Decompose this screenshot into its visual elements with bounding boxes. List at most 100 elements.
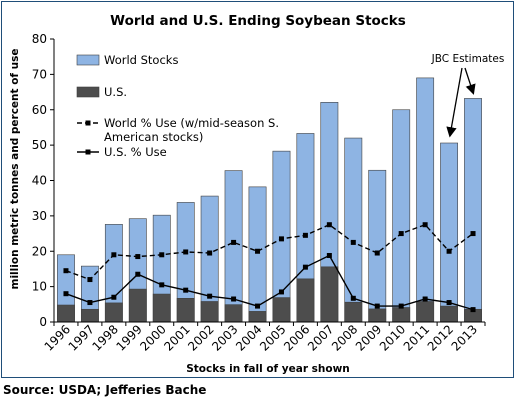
- us-stocks-bar-2011: [416, 301, 435, 323]
- world-pct-use-point-2005: [278, 236, 284, 242]
- us-pct-use-point-2007: [326, 252, 332, 258]
- us-pct-use-point-2006: [302, 264, 308, 270]
- us-stocks-bar-2012: [440, 305, 459, 323]
- us-stocks-bar-2000: [152, 293, 171, 323]
- world-pct-use-point-1996: [63, 268, 69, 274]
- us-stocks-bar-2002: [200, 301, 219, 323]
- legend-us-pct-marker: [85, 149, 91, 155]
- us-pct-use-point-2009: [374, 303, 380, 309]
- world-pct-use-point-2003: [231, 239, 237, 245]
- x-tick-label-2000: 2000: [137, 322, 168, 353]
- us-stocks-bar-2010: [392, 307, 411, 323]
- legend-world-pct-label: World % Use (w/mid-season S. American sto…: [104, 116, 279, 144]
- us-stocks-bar-2009: [368, 308, 387, 323]
- chart-frame: World and U.S. Ending Soybean Stocks 0 10…: [1, 1, 514, 378]
- us-stocks-bar-1996: [57, 304, 75, 323]
- us-stocks-bar-2006: [296, 278, 315, 323]
- us-pct-use-point-2001: [183, 287, 189, 293]
- world-pct-use-point-2008: [350, 239, 356, 245]
- us-pct-use-point-1996: [63, 291, 69, 297]
- x-tick-label-2007: 2007: [305, 322, 336, 353]
- world-pct-use-point-2002: [207, 250, 213, 256]
- x-tick-label-1997: 1997: [66, 322, 97, 353]
- us-stocks-bar-1997: [80, 308, 99, 323]
- legend-us-pct-label: U.S. % Use: [104, 145, 167, 159]
- x-tick-label-2012: 2012: [425, 322, 456, 353]
- x-tick-label-2002: 2002: [185, 322, 216, 353]
- x-tick-label-2009: 2009: [353, 322, 384, 353]
- world-pct-use-point-1998: [111, 252, 117, 258]
- jbc-arrow-2013: [464, 67, 476, 95]
- world-pct-use-point-1997: [87, 277, 93, 283]
- x-axis-label: Stocks in fall of year shown: [186, 363, 350, 375]
- chart: World and U.S. Ending Soybean Stocks 0 10…: [9, 13, 505, 375]
- us-pct-use-point-2011: [422, 296, 428, 302]
- y-tick-label-0: 0: [39, 315, 47, 329]
- y-tick-label-70: 70: [32, 67, 47, 81]
- x-tick-label-2008: 2008: [329, 322, 360, 353]
- y-tick-label-80: 80: [32, 32, 47, 46]
- world-pct-use-point-2000: [159, 252, 165, 258]
- world-pct-use-point-1999: [135, 254, 141, 260]
- world-stocks-bar-2009: [368, 169, 387, 323]
- world-pct-use-point-2009: [374, 250, 380, 256]
- x-tick-label-2001: 2001: [161, 322, 192, 353]
- x-tick-label-2006: 2006: [281, 322, 312, 353]
- world-stocks-bar-2008: [344, 137, 363, 323]
- world-stocks-bar-2013: [464, 98, 482, 323]
- us-stocks-bar-2001: [176, 297, 195, 323]
- us-pct-use-point-2003: [231, 296, 237, 302]
- world-pct-use-point-2001: [183, 249, 189, 255]
- x-tick-label-1998: 1998: [89, 322, 120, 353]
- y-tick-label-20: 20: [32, 244, 47, 258]
- world-stocks-bar-2010: [392, 109, 411, 323]
- world-pct-use-point-2004: [255, 248, 261, 254]
- legend-world-stocks-swatch: [76, 54, 100, 66]
- jbc-estimates-label: JBC Estimates: [431, 53, 505, 65]
- us-pct-use-point-2012: [446, 300, 452, 306]
- annotation: JBC Estimates: [431, 53, 505, 138]
- legend-world-pct-label-line2: American stocks): [104, 130, 203, 144]
- us-pct-use-point-2005: [278, 289, 284, 295]
- us-stocks-bar-1998: [104, 302, 123, 323]
- world-pct-use-point-2007: [326, 222, 332, 228]
- us-pct-use-point-2004: [255, 303, 261, 309]
- us-stocks-bar-2003: [224, 304, 243, 323]
- world-pct-use-point-2010: [398, 231, 404, 237]
- legend: World Stocks U.S. World % Use (w/mid-seaso…: [76, 53, 279, 159]
- us-stocks-bar-2007: [320, 266, 339, 323]
- us-stocks-bar-2005: [272, 297, 291, 323]
- us-stocks-bar-2008: [344, 301, 363, 323]
- us-stocks-bar-1999: [128, 288, 147, 323]
- bars-layer: [57, 77, 482, 323]
- us-pct-use-line: [65, 254, 474, 311]
- us-pct-use-point-1997: [87, 300, 93, 306]
- legend-world-pct-marker: [85, 120, 91, 126]
- jbc-arrow-2012: [446, 67, 463, 138]
- us-pct-use-point-2013: [470, 307, 476, 313]
- us-pct-use-point-2000: [159, 282, 165, 288]
- us-stocks-bar-2004: [248, 311, 267, 323]
- us-pct-use-point-2010: [398, 303, 404, 309]
- source-note: Source: USDA; Jefferies Bache: [3, 383, 207, 397]
- x-tick-label-2010: 2010: [377, 322, 408, 353]
- x-tick-label-1999: 1999: [113, 322, 144, 353]
- y-axis-label: million metric tonnes and percent of use: [9, 49, 21, 290]
- y-tick-label-40: 40: [32, 174, 47, 188]
- x-tick-label-2004: 2004: [233, 322, 264, 353]
- lines-layer: [63, 222, 476, 313]
- us-pct-use-point-1998: [111, 294, 117, 300]
- world-pct-use-point-2012: [446, 248, 452, 254]
- world-pct-use-point-2011: [422, 222, 428, 228]
- world-pct-use-line: [65, 223, 474, 281]
- x-tick-label-2011: 2011: [401, 322, 432, 353]
- chart-title: World and U.S. Ending Soybean Stocks: [110, 13, 406, 29]
- world-pct-use-point-2013: [470, 231, 476, 237]
- world-stocks-bar-2011: [416, 77, 435, 323]
- legend-world-pct-label-line1: World % Use (w/mid-season S.: [104, 116, 279, 130]
- y-tick-label-50: 50: [32, 138, 47, 152]
- us-pct-use-point-2008: [350, 295, 356, 301]
- legend-us-swatch: [76, 86, 100, 98]
- y-tick-label-30: 30: [32, 209, 47, 223]
- x-tick-label-2003: 2003: [209, 322, 240, 353]
